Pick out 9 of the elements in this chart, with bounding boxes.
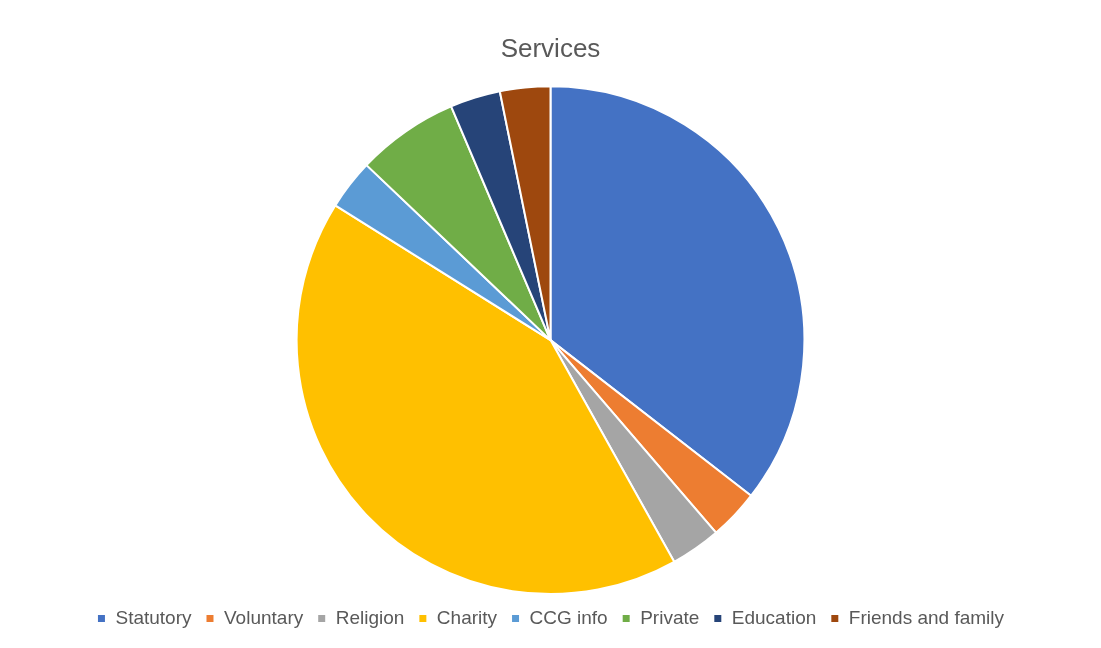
legend-label: Charity [436,606,498,628]
legend-label: Private [640,606,700,628]
legend-label: Religion [335,606,405,628]
legend-label: CCG info [529,606,608,628]
legend-label: Voluntary [223,606,304,628]
chart-title: Services [500,32,601,63]
legend-label: Education [731,606,817,628]
legend-label: Statutory [115,606,192,628]
legend-label: Friends and family [848,606,1005,628]
